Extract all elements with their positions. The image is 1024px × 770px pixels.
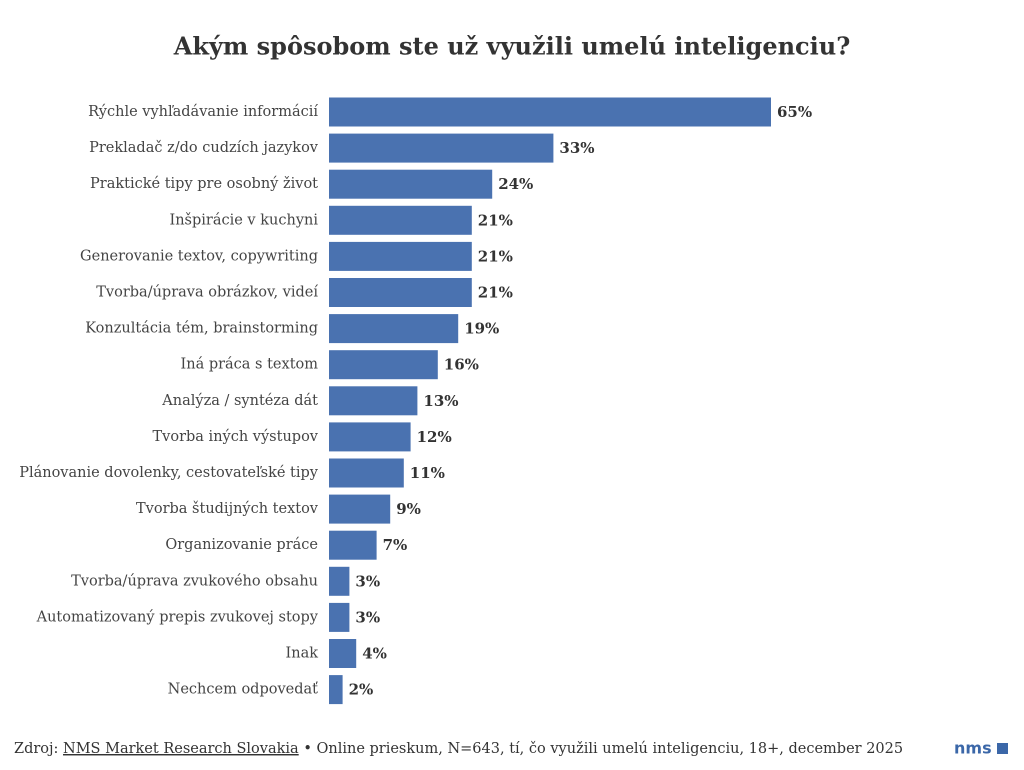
- bar: [329, 675, 343, 705]
- bar: [329, 386, 418, 416]
- value-label: 21%: [478, 211, 513, 229]
- value-label: 19%: [464, 320, 499, 338]
- category-label: Analýza / syntéza dát: [161, 392, 318, 409]
- bar: [329, 169, 493, 199]
- category-label: Automatizovaný prepis zvukovej stopy: [36, 608, 319, 625]
- value-label: 13%: [423, 392, 458, 410]
- logo-square: [997, 743, 1008, 754]
- category-label: Nechcem odpovedať: [168, 682, 319, 698]
- bar: [329, 241, 472, 271]
- category-label: Tvorba/úprava obrázkov, videí: [96, 285, 318, 301]
- category-label: Tvorba iných výstupov: [153, 428, 319, 445]
- bar: [329, 458, 404, 488]
- category-label: Prekladač z/do cudzích jazykov: [89, 140, 319, 156]
- bar: [329, 639, 357, 668]
- category-label: Rýchle vyhľadávanie informácií: [88, 103, 318, 120]
- bar: [329, 602, 350, 632]
- value-label: 9%: [396, 500, 421, 518]
- logo: nms: [954, 739, 992, 758]
- value-label: 21%: [478, 284, 513, 302]
- value-label: 21%: [478, 247, 513, 265]
- bar: [329, 278, 472, 307]
- value-label: 65%: [777, 103, 812, 121]
- category-label: Inšpirácie v kuchyni: [169, 211, 318, 228]
- source-link[interactable]: NMS Market Research Slovakia: [63, 741, 299, 757]
- value-label: 11%: [410, 464, 445, 482]
- bar: [329, 350, 438, 380]
- value-label: 33%: [559, 139, 594, 157]
- category-label: Inak: [286, 646, 319, 662]
- bar: [329, 494, 391, 524]
- category-label: Tvorba študijných textov: [136, 500, 319, 517]
- chart-title: Akým spôsobom ste už využili umelú intel…: [173, 32, 851, 61]
- value-label: 4%: [362, 645, 387, 663]
- bar: [329, 133, 554, 163]
- category-label: Iná práca s textom: [181, 357, 319, 373]
- bar: [329, 314, 459, 344]
- category-label: Konzultácia tém, brainstorming: [85, 321, 318, 337]
- bar: [329, 205, 472, 235]
- source-label: Zdroj:: [14, 741, 58, 757]
- category-label: Organizovanie práce: [165, 537, 318, 553]
- value-label: 2%: [349, 681, 374, 699]
- value-label: 7%: [383, 536, 408, 554]
- value-label: 16%: [444, 356, 479, 374]
- category-label: Tvorba/úprava zvukového obsahu: [71, 573, 318, 589]
- bar: [329, 422, 411, 452]
- bar: [329, 530, 377, 560]
- value-label: 3%: [355, 608, 380, 626]
- bar: [329, 97, 771, 127]
- category-label: Praktické tipy pre osobný život: [90, 175, 318, 192]
- category-label: Plánovanie dovolenky, cestovateľské tipy: [19, 465, 319, 481]
- source: Zdroj: NMS Market Research Slovakia • On…: [14, 741, 903, 757]
- value-label: 12%: [417, 428, 452, 446]
- value-label: 3%: [355, 572, 380, 590]
- bar: [329, 566, 350, 596]
- value-label: 24%: [498, 175, 533, 193]
- source-note: • Online prieskum, N=643, tí, čo využili…: [303, 741, 903, 757]
- category-label: Generovanie textov, copywriting: [80, 248, 318, 264]
